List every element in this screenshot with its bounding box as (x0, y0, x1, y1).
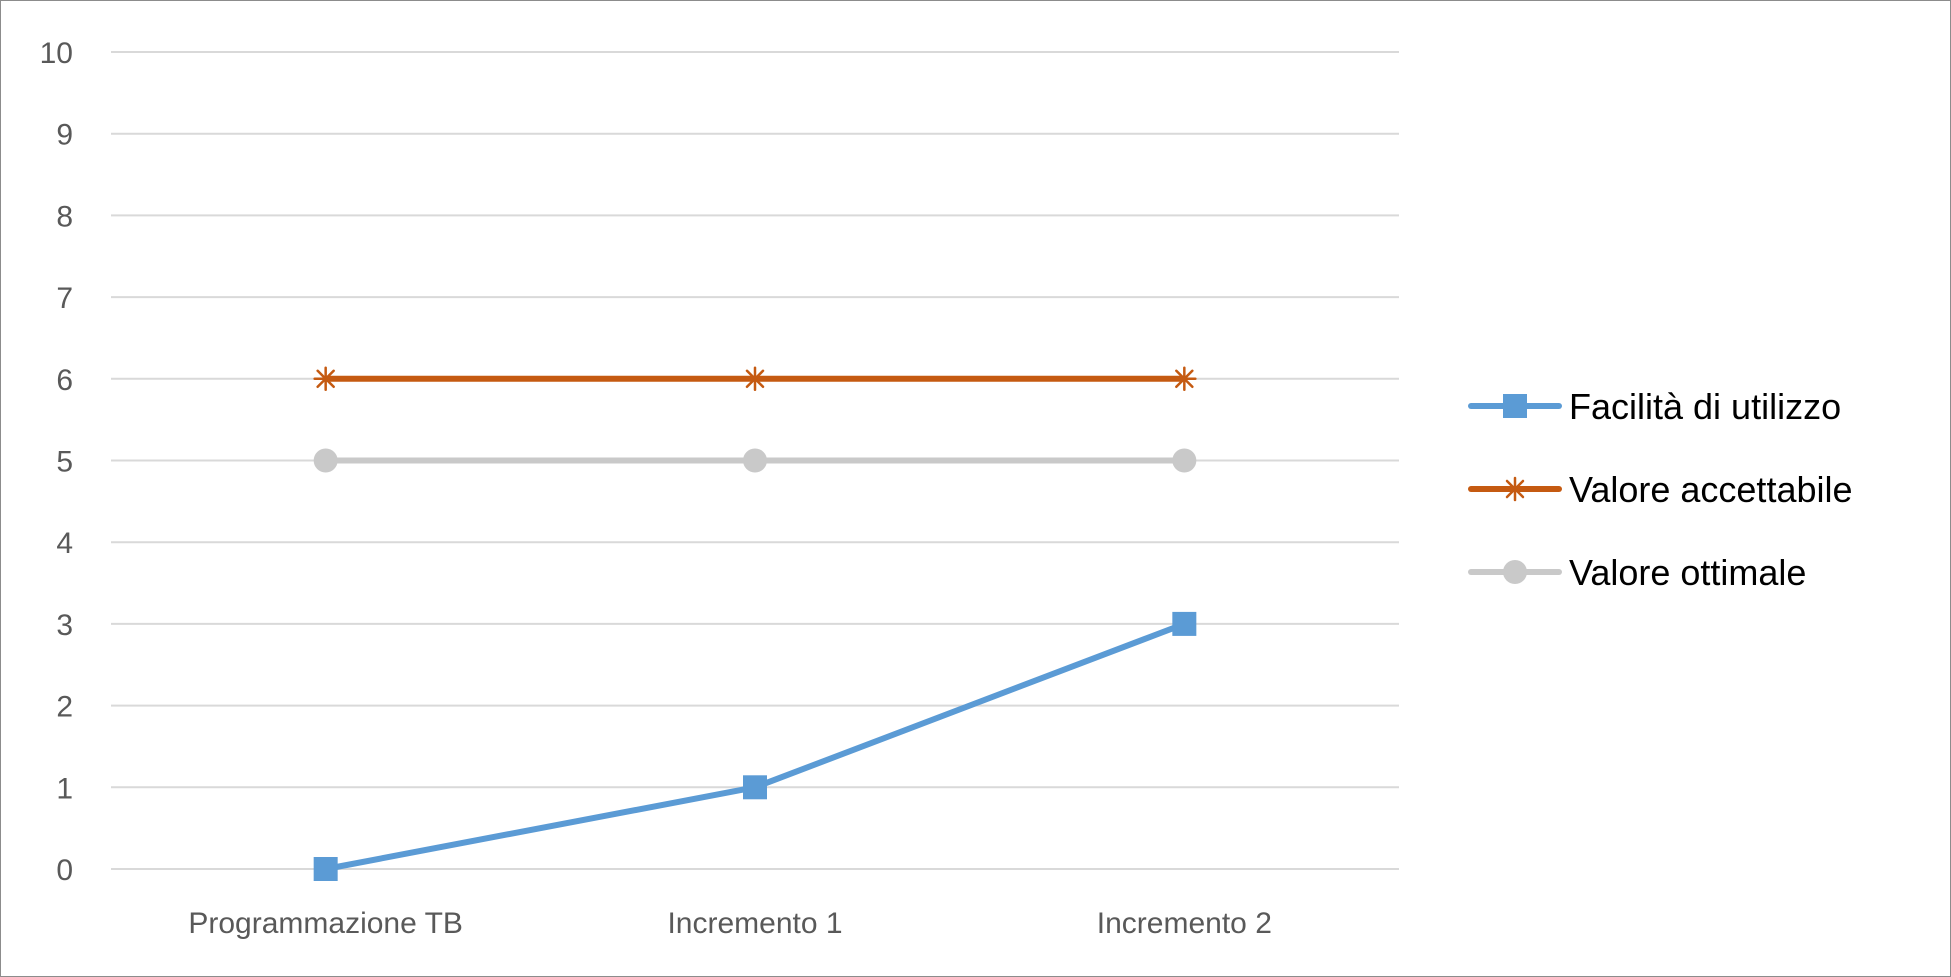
data-point (1172, 611, 1197, 636)
y-tick-label-6: 6 (56, 364, 73, 397)
x-tick-label: Incremento 2 (1097, 907, 1272, 940)
x-tick-label: Programmazione TB (188, 907, 463, 940)
data-point (743, 448, 767, 473)
data-point (313, 448, 338, 473)
y-tick-label-5: 5 (56, 446, 73, 479)
y-tick-label-8: 8 (56, 200, 73, 233)
y-tick-label-4: 4 (56, 527, 73, 560)
series-2 (313, 448, 1197, 473)
y-tick-label-10: 10 (40, 37, 73, 70)
series-0 (313, 611, 1197, 881)
x-tick-label: Incremento 1 (667, 907, 842, 940)
legend-label: Valore ottimale (1569, 552, 1806, 593)
data-point (313, 857, 338, 881)
series-line (322, 620, 1188, 872)
data-point (743, 775, 767, 800)
y-tick-label-1: 1 (56, 772, 73, 805)
legend: Facilità di utilizzo Valore accettabile Va… (1468, 386, 1853, 593)
data-point (742, 366, 768, 392)
legend-marker (1502, 476, 1528, 502)
series-lines (313, 366, 1197, 881)
y-tick-label-7: 7 (56, 282, 73, 315)
y-axis-tick-labels: 0 1 2 3 4 5 6 7 8 9 10 (40, 37, 73, 887)
x-axis-tick-labels: Programmazione TB Incremento 1 Incremento … (188, 907, 1271, 940)
legend-marker (1503, 394, 1527, 418)
data-point (313, 366, 338, 392)
legend-marker (1503, 560, 1527, 584)
legend-label: Facilità di utilizzo (1569, 386, 1841, 427)
series-1 (313, 366, 1197, 392)
legend-entry: Valore ottimale (1468, 552, 1806, 593)
y-tick-label-2: 2 (56, 691, 73, 724)
legend-entry: Facilità di utilizzo (1468, 386, 1841, 427)
data-point (1172, 366, 1197, 392)
legend-label: Valore accettabile (1569, 469, 1853, 510)
y-tick-label-9: 9 (56, 119, 73, 152)
legend-entry: Valore accettabile (1468, 469, 1853, 510)
data-point (1172, 448, 1197, 473)
y-tick-label-3: 3 (56, 609, 73, 642)
y-tick-label-0: 0 (56, 854, 73, 887)
